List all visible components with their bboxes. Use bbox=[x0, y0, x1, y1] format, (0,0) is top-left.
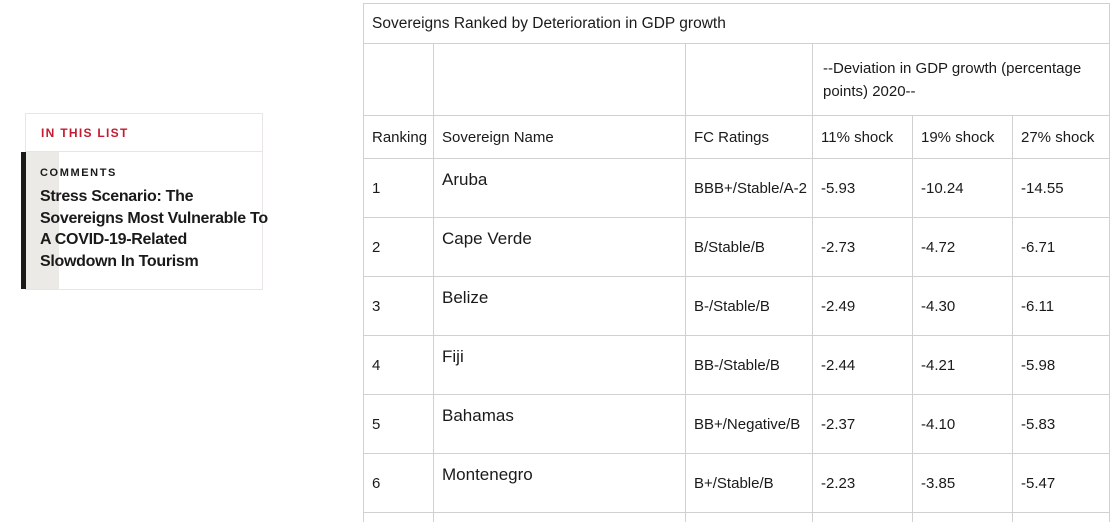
shock19-cell: -10.24 bbox=[912, 158, 1013, 218]
column-header-ranking: Ranking bbox=[363, 115, 434, 159]
sovereigns-table: Sovereigns Ranked by Deterioration in GD… bbox=[363, 3, 1110, 522]
shock19-cell: -4.10 bbox=[912, 394, 1013, 454]
sovereign-name-cell: Bahamas bbox=[433, 394, 686, 454]
table-row: 5 Bahamas BB+/Negative/B -2.37 -4.10 -5.… bbox=[363, 394, 1110, 454]
shock19-cell: -4.72 bbox=[912, 217, 1013, 277]
shock19-cell: -3.85 bbox=[912, 453, 1013, 513]
column-header-name: Sovereign Name bbox=[433, 115, 686, 159]
sovereign-name-cell: Cape Verde bbox=[433, 217, 686, 277]
shock11-cell: -2.23 bbox=[812, 453, 913, 513]
empty-cell bbox=[1011, 512, 1110, 522]
empty-cell bbox=[363, 43, 434, 116]
column-header-shock-19: 19% shock bbox=[912, 115, 1013, 159]
ranking-cell: 6 bbox=[363, 453, 434, 513]
shock11-cell: -2.49 bbox=[812, 276, 913, 336]
table-row: 6 Montenegro B+/Stable/B -2.23 -3.85 -5.… bbox=[363, 453, 1110, 513]
shock11-cell: -5.93 bbox=[812, 158, 913, 218]
ranking-cell: 4 bbox=[363, 335, 434, 395]
empty-cell bbox=[433, 43, 686, 116]
empty-cell bbox=[812, 512, 913, 522]
shock27-cell: -5.98 bbox=[1011, 335, 1110, 395]
article-title-line: Stress Scenario: The bbox=[40, 188, 194, 205]
rating-cell: BB-/Stable/B bbox=[685, 335, 813, 395]
table-row: 2 Cape Verde B/Stable/B -2.73 -4.72 -6.7… bbox=[363, 217, 1110, 277]
rating-cell: BBB+/Stable/A-2 bbox=[685, 158, 813, 218]
column-header-ratings: FC Ratings bbox=[685, 115, 813, 159]
empty-cell bbox=[363, 512, 434, 522]
in-this-list-label: IN THIS LIST bbox=[41, 125, 129, 140]
table-title-row: Sovereigns Ranked by Deterioration in GD… bbox=[363, 3, 1110, 44]
in-this-list-header: IN THIS LIST bbox=[26, 114, 262, 152]
ranking-cell: 2 bbox=[363, 217, 434, 277]
shock11-cell: -2.73 bbox=[812, 217, 913, 277]
rating-cell: BB+/Negative/B bbox=[685, 394, 813, 454]
in-this-list-widget: IN THIS LIST COMMENTS Stress Scenario: T… bbox=[21, 113, 268, 290]
rating-cell: B/Stable/B bbox=[685, 217, 813, 277]
shock19-cell: -4.30 bbox=[912, 276, 1013, 336]
article-title-line: A COVID-19-Related bbox=[40, 231, 187, 248]
rating-cell: B+/Stable/B bbox=[685, 453, 813, 513]
rating-cell: B-/Stable/B bbox=[685, 276, 813, 336]
ranking-cell: 5 bbox=[363, 394, 434, 454]
list-item-comments[interactable]: COMMENTS Stress Scenario: The Sovereigns… bbox=[21, 152, 268, 289]
shock27-cell: -5.83 bbox=[1011, 394, 1110, 454]
article-title-link[interactable]: Stress Scenario: The Sovereigns Most Vul… bbox=[40, 186, 268, 272]
shock27-cell: -14.55 bbox=[1011, 158, 1110, 218]
shock27-cell: -6.71 bbox=[1011, 217, 1110, 277]
table-row: 1 Aruba BBB+/Stable/A-2 -5.93 -10.24 -14… bbox=[363, 158, 1110, 218]
empty-cell bbox=[685, 512, 813, 522]
empty-cell bbox=[912, 512, 1013, 522]
article-title-line: Slowdown In Tourism bbox=[40, 252, 199, 270]
column-header-shock-27: 27% shock bbox=[1011, 115, 1110, 159]
sovereign-name-cell: Montenegro bbox=[433, 453, 686, 513]
empty-cell bbox=[433, 512, 686, 522]
table-row-partial bbox=[363, 512, 1110, 522]
shock19-cell: -4.21 bbox=[912, 335, 1013, 395]
column-header-shock-11: 11% shock bbox=[812, 115, 913, 159]
sovereign-name-cell: Aruba bbox=[433, 158, 686, 218]
sovereign-name-cell: Fiji bbox=[433, 335, 686, 395]
table-row: 4 Fiji BB-/Stable/B -2.44 -4.21 -5.98 bbox=[363, 335, 1110, 395]
shock27-cell: -6.11 bbox=[1011, 276, 1110, 336]
shock11-cell: -2.44 bbox=[812, 335, 913, 395]
group-header-row: --Deviation in GDP growth (percentage po… bbox=[363, 43, 1110, 116]
sovereign-name-cell: Belize bbox=[433, 276, 686, 336]
ranking-cell: 1 bbox=[363, 158, 434, 218]
deviation-group-header: --Deviation in GDP growth (percentage po… bbox=[811, 43, 1110, 116]
empty-cell bbox=[685, 43, 813, 116]
table-row: 3 Belize B-/Stable/B -2.49 -4.30 -6.11 bbox=[363, 276, 1110, 336]
shock11-cell: -2.37 bbox=[812, 394, 913, 454]
comments-label: COMMENTS bbox=[40, 167, 117, 179]
shock27-cell: -5.47 bbox=[1011, 453, 1110, 513]
article-title-line: Sovereigns Most Vulnerable To bbox=[40, 209, 268, 227]
table-title: Sovereigns Ranked by Deterioration in GD… bbox=[363, 3, 1110, 44]
column-header-row: Ranking Sovereign Name FC Ratings 11% sh… bbox=[363, 115, 1110, 159]
ranking-cell: 3 bbox=[363, 276, 434, 336]
gdp-table-section: Sovereigns Ranked by Deterioration in GD… bbox=[363, 3, 1110, 522]
